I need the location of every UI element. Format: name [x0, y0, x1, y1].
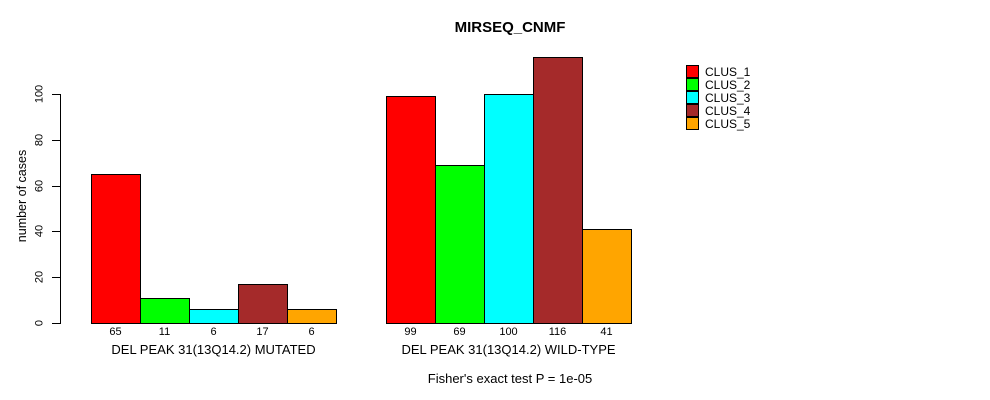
y-tick: [52, 323, 60, 324]
y-tick-label: 40: [33, 224, 46, 238]
bar-clus_3: [189, 309, 239, 324]
bar-value-label: 65: [109, 326, 122, 338]
legend-item-label: CLUS_5: [705, 116, 751, 131]
y-tick-label: 0: [33, 319, 46, 327]
group-label: DEL PEAK 31(13Q14.2) WILD-TYPE: [401, 342, 616, 357]
legend-item-label: CLUS_4: [705, 103, 751, 118]
y-tick: [52, 140, 60, 141]
bar-clus_4: [533, 57, 583, 324]
bar-value-label: 69: [453, 326, 466, 338]
y-tick: [52, 94, 60, 95]
bar-clus_5: [582, 229, 632, 324]
bar-clus_2: [140, 298, 190, 324]
bar-value-label: 41: [600, 326, 613, 338]
legend-swatch-clus_3: [686, 91, 699, 104]
y-tick: [52, 186, 60, 187]
bar-clus_3: [484, 94, 534, 324]
bar-clus_5: [287, 309, 337, 324]
bar-value-label: 6: [308, 326, 315, 338]
y-tick-label: 100: [33, 84, 46, 104]
y-tick: [52, 231, 60, 232]
bar-value-label: 100: [499, 326, 518, 338]
bar-value-label: 17: [256, 326, 269, 338]
legend-swatch-clus_5: [686, 117, 699, 130]
legend-item: CLUS_5: [686, 117, 750, 130]
legend-swatch-clus_4: [686, 104, 699, 117]
bar-clus_1: [386, 96, 436, 324]
legend: CLUS_1 CLUS_2 CLUS_3 CLUS_4 CLUS_5: [686, 65, 750, 130]
bar-clus_2: [435, 165, 485, 324]
legend-swatch-clus_1: [686, 65, 699, 78]
chart-title: MIRSEQ_CNMF: [454, 19, 566, 36]
y-tick-label: 20: [33, 270, 46, 284]
legend-item: CLUS_3: [686, 91, 750, 104]
bar-value-label: 99: [404, 326, 417, 338]
legend-item-label: CLUS_3: [705, 90, 751, 105]
legend-item: CLUS_2: [686, 78, 750, 91]
annotation-text: Fisher's exact test P = 1e-05: [427, 371, 593, 386]
bar-value-label: 116: [548, 326, 567, 338]
bar-value-label: 11: [158, 326, 171, 338]
y-tick-label: 80: [33, 133, 46, 147]
y-axis-line: [60, 94, 61, 324]
legend-item-label: CLUS_2: [705, 77, 751, 92]
bar-clus_1: [91, 174, 141, 324]
bar-clus_4: [238, 284, 288, 324]
y-tick: [52, 277, 60, 278]
legend-item: CLUS_1: [686, 65, 750, 78]
y-tick-label: 60: [33, 179, 46, 193]
group-label: DEL PEAK 31(13Q14.2) MUTATED: [111, 342, 316, 357]
legend-item: CLUS_4: [686, 104, 750, 117]
bar-value-label: 6: [210, 326, 217, 338]
legend-item-label: CLUS_1: [705, 64, 751, 79]
legend-swatch-clus_2: [686, 78, 699, 91]
